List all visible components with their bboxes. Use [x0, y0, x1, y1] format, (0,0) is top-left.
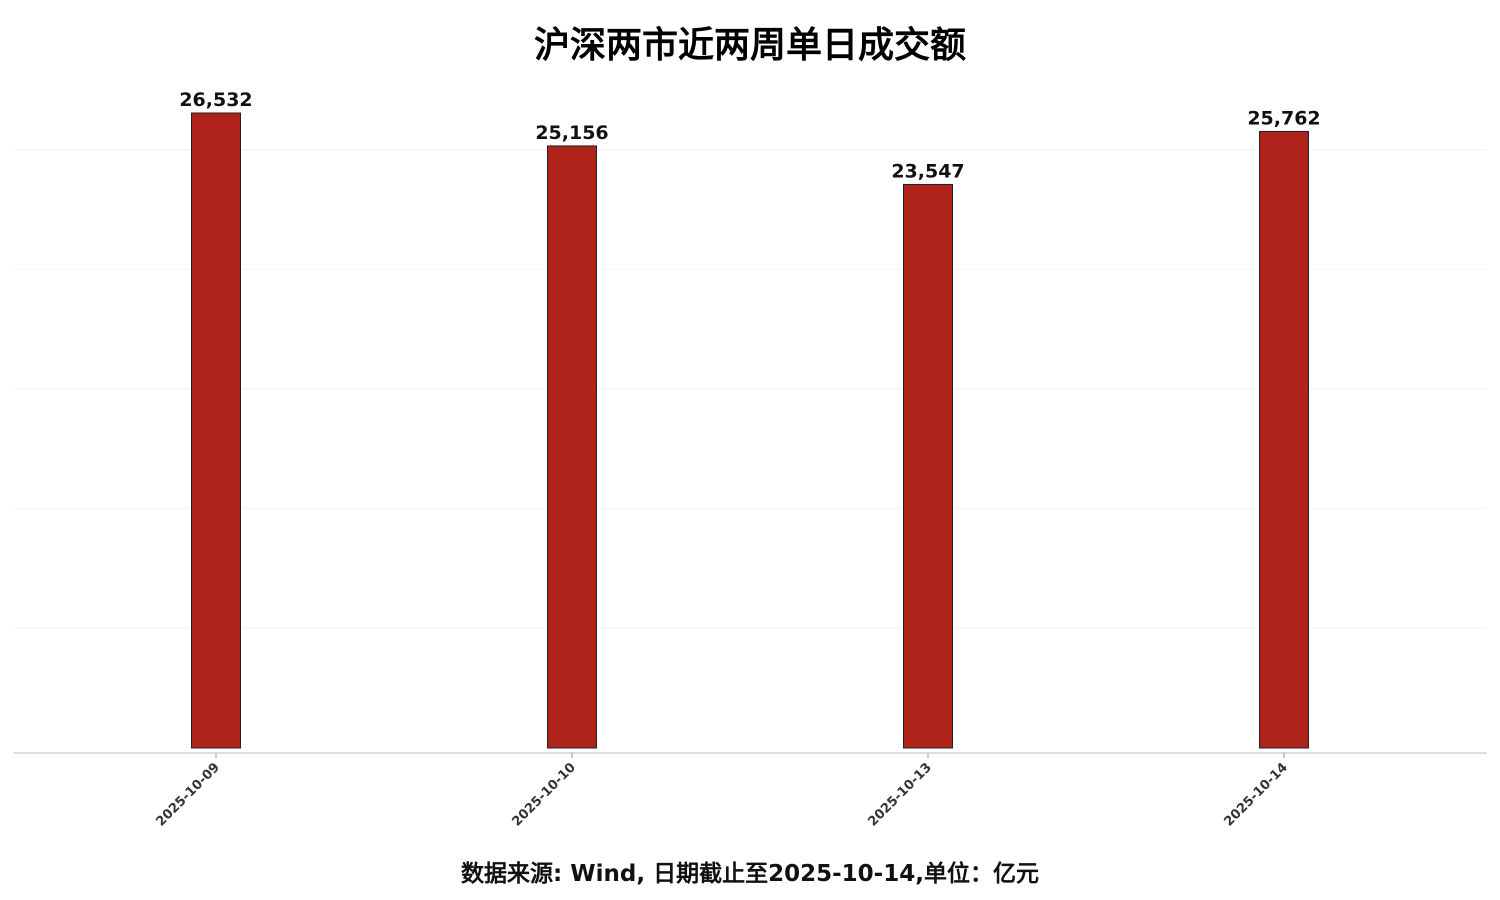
x-tick-label: 2025-10-09 — [153, 760, 222, 829]
x-tick-label: 2025-10-14 — [1221, 760, 1290, 829]
bar-2025-10-09 — [191, 112, 241, 749]
x-tick-label: 2025-10-10 — [509, 760, 578, 829]
data-label: 26,532 — [179, 89, 252, 111]
data-label: 25,156 — [535, 122, 608, 144]
chart-footnote: 数据来源: Wind, 日期截止至2025-10-14,单位：亿元 — [461, 860, 1039, 887]
bar-2025-10-13 — [903, 183, 953, 749]
bar-2025-10-14 — [1259, 130, 1309, 749]
data-label: 25,762 — [1247, 107, 1320, 129]
data-label: 23,547 — [891, 160, 964, 182]
chart-title: 沪深两市近两周单日成交额 — [534, 24, 966, 66]
bar-2025-10-10 — [547, 145, 597, 749]
x-tick-label: 2025-10-13 — [865, 760, 934, 829]
